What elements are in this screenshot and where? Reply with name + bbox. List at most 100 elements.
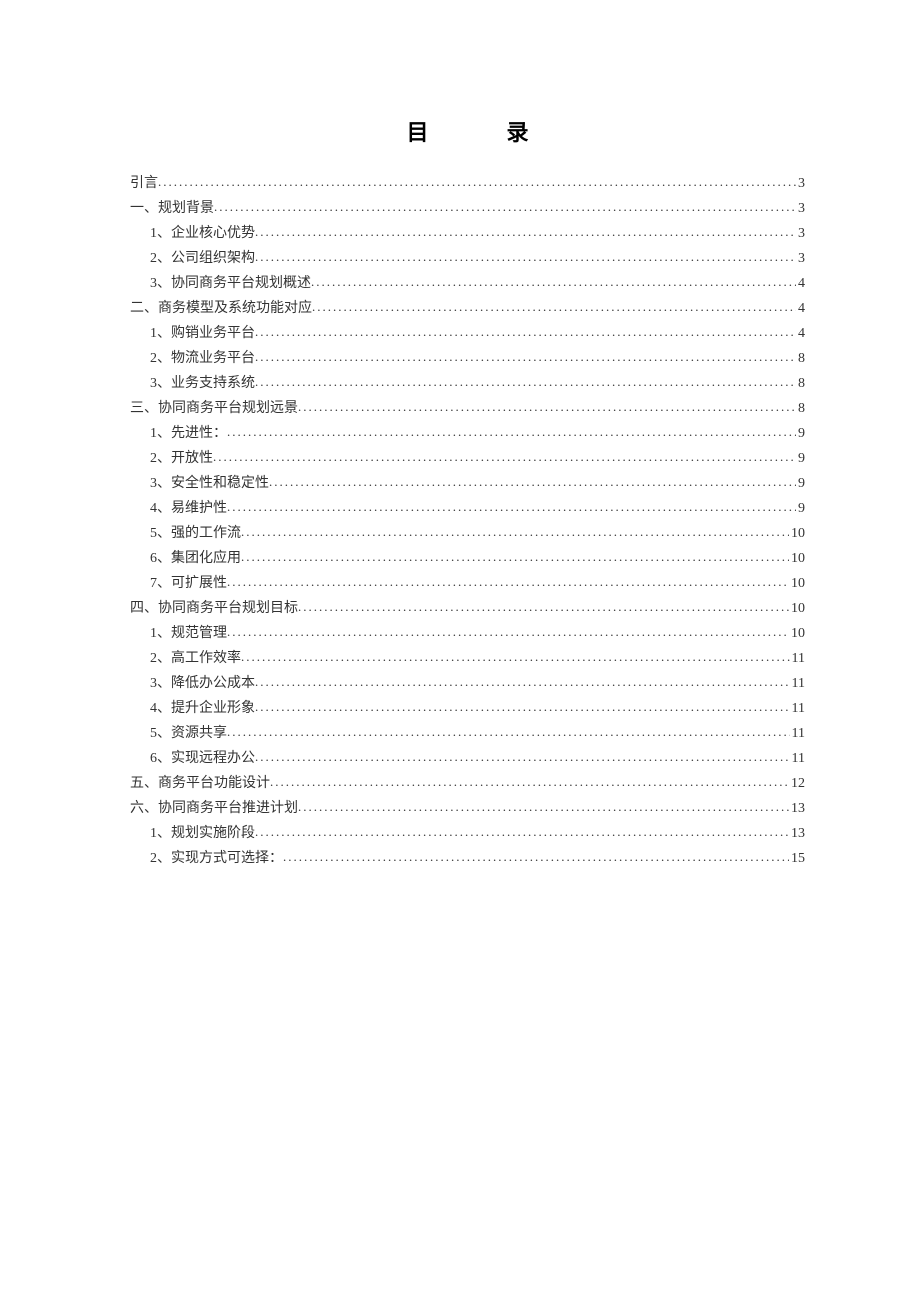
toc-container: 引言3一、规划背景31、企业核心优势32、公司组织架构33、协同商务平台规划概述… (130, 171, 805, 871)
toc-leader-dots (227, 720, 790, 744)
toc-row: 三、协同商务平台规划远景 8 (130, 396, 805, 421)
toc-row: 1、先进性：9 (130, 421, 805, 446)
toc-page-number: 12 (789, 772, 805, 796)
toc-entry-label: 1、购销业务平台 (150, 322, 255, 346)
toc-entry-label: 2、公司组织架构 (150, 247, 255, 271)
toc-row: 3、降低办公成本 11 (130, 671, 805, 696)
toc-entry-label: 六、协同商务平台推进计划 (130, 797, 298, 821)
toc-row: 2、公司组织架构 3 (130, 246, 805, 271)
toc-row: 1、规范管理 10 (130, 621, 805, 646)
toc-row: 4、易维护性 9 (130, 496, 805, 521)
toc-entry-label: 2、高工作效率 (150, 647, 241, 671)
toc-leader-dots (241, 520, 789, 544)
toc-page-number: 11 (790, 672, 805, 696)
toc-leader-dots (298, 595, 789, 619)
page-content: 目录 引言3一、规划背景31、企业核心优势32、公司组织架构33、协同商务平台规… (0, 0, 920, 871)
toc-entry-label: 二、商务模型及系统功能对应 (130, 297, 312, 321)
toc-entry-label: 4、易维护性 (150, 497, 227, 521)
toc-page-number: 10 (789, 572, 805, 596)
toc-row: 一、规划背景 3 (130, 196, 805, 221)
toc-page-number: 11 (790, 647, 805, 671)
toc-leader-dots (227, 570, 789, 594)
toc-page-number: 8 (796, 372, 805, 396)
toc-page-number: 15 (789, 847, 805, 871)
toc-page-number: 11 (790, 722, 805, 746)
toc-leader-dots (312, 295, 796, 319)
toc-leader-dots (270, 770, 789, 794)
toc-leader-dots (255, 220, 796, 244)
toc-entry-label: 6、集团化应用 (150, 547, 241, 571)
toc-entry-label: 引言 (130, 172, 158, 196)
toc-row: 四、协同商务平台规划目标 10 (130, 596, 805, 621)
toc-row: 2、实现方式可选择： 15 (130, 846, 805, 871)
toc-entry-label: 5、强的工作流 (150, 522, 241, 546)
toc-row: 2、物流业务平台 8 (130, 346, 805, 371)
toc-leader-dots (227, 420, 796, 444)
toc-leader-dots (241, 645, 790, 669)
toc-entry-label: 5、资源共享 (150, 722, 227, 746)
toc-entry-label: 6、实现远程办公 (150, 747, 255, 771)
toc-leader-dots (255, 670, 790, 694)
toc-entry-label: 3、业务支持系统 (150, 372, 255, 396)
toc-page-number: 9 (796, 447, 805, 471)
toc-entry-label: 五、商务平台功能设计 (130, 772, 270, 796)
toc-page-number: 4 (796, 297, 805, 321)
toc-leader-dots (227, 620, 789, 644)
toc-row: 3、协同商务平台规划概述 4 (130, 271, 805, 296)
toc-entry-label: 三、协同商务平台规划远景 (130, 397, 298, 421)
toc-entry-label: 3、安全性和稳定性 (150, 472, 269, 496)
toc-row: 1、企业核心优势 3 (130, 221, 805, 246)
toc-entry-label: 3、降低办公成本 (150, 672, 255, 696)
toc-row: 六、协同商务平台推进计划13 (130, 796, 805, 821)
toc-leader-dots (227, 495, 796, 519)
toc-row: 2、开放性9 (130, 446, 805, 471)
toc-entry-label: 2、实现方式可选择： (150, 847, 283, 871)
toc-entry-label: 1、先进性： (150, 422, 227, 446)
toc-page-number: 10 (789, 622, 805, 646)
toc-row: 引言 3 (130, 171, 805, 196)
toc-leader-dots (214, 195, 796, 219)
toc-entry-label: 一、规划背景 (130, 197, 214, 221)
toc-entry-label: 7、可扩展性 (150, 572, 227, 596)
toc-row: 1、规划实施阶段13 (130, 821, 805, 846)
toc-entry-label: 2、物流业务平台 (150, 347, 255, 371)
title-char-2: 录 (507, 120, 607, 145)
toc-row: 7、可扩展性 10 (130, 571, 805, 596)
toc-page-number: 10 (789, 597, 805, 621)
toc-leader-dots (255, 820, 789, 844)
toc-leader-dots (241, 545, 789, 569)
toc-entry-label: 1、规范管理 (150, 622, 227, 646)
toc-entry-label: 4、提升企业形象 (150, 697, 255, 721)
toc-leader-dots (298, 795, 789, 819)
toc-leader-dots (255, 370, 796, 394)
toc-entry-label: 3、协同商务平台规划概述 (150, 272, 311, 296)
toc-title: 目录 (130, 115, 805, 147)
toc-page-number: 8 (796, 397, 805, 421)
toc-row: 3、业务支持系统 8 (130, 371, 805, 396)
toc-row: 4、提升企业形象11 (130, 696, 805, 721)
toc-entry-label: 1、规划实施阶段 (150, 822, 255, 846)
toc-leader-dots (255, 345, 796, 369)
toc-leader-dots (213, 445, 796, 469)
toc-row: 二、商务模型及系统功能对应 4 (130, 296, 805, 321)
toc-page-number: 8 (796, 347, 805, 371)
toc-page-number: 9 (796, 472, 805, 496)
toc-page-number: 4 (796, 322, 805, 346)
toc-page-number: 3 (796, 247, 805, 271)
toc-page-number: 3 (796, 172, 805, 196)
toc-page-number: 3 (796, 197, 805, 221)
toc-page-number: 9 (796, 497, 805, 521)
toc-row: 五、商务平台功能设计 12 (130, 771, 805, 796)
toc-leader-dots (311, 270, 796, 294)
toc-leader-dots (283, 845, 789, 869)
toc-entry-label: 四、协同商务平台规划目标 (130, 597, 298, 621)
toc-page-number: 3 (796, 222, 805, 246)
title-char-1: 目 (406, 120, 506, 145)
toc-row: 5、资源共享 11 (130, 721, 805, 746)
toc-entry-label: 1、企业核心优势 (150, 222, 255, 246)
toc-page-number: 10 (789, 522, 805, 546)
toc-leader-dots (269, 470, 796, 494)
toc-leader-dots (255, 695, 790, 719)
toc-page-number: 4 (796, 272, 805, 296)
toc-row: 2、高工作效率 11 (130, 646, 805, 671)
